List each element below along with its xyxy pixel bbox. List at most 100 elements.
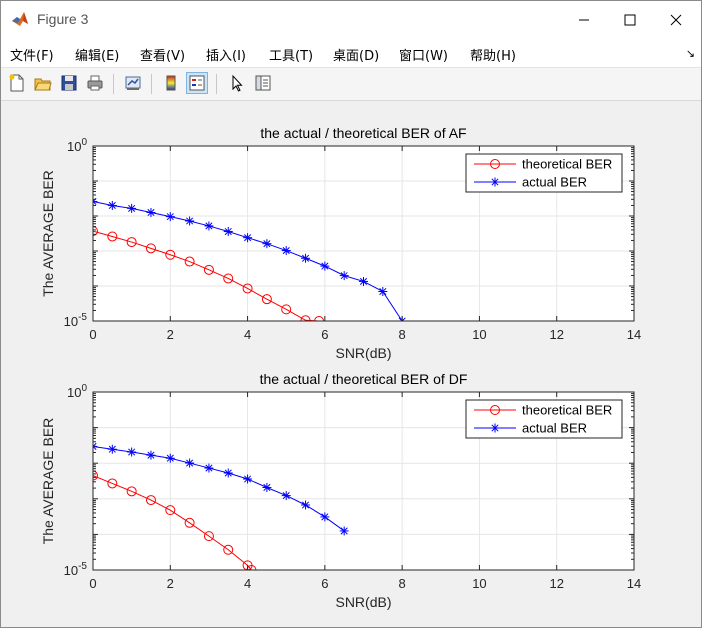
menu-help[interactable]: 帮助(H) [470, 49, 516, 64]
data-point [127, 203, 137, 213]
x-tick-label: 8 [399, 327, 406, 342]
data-point [145, 243, 156, 254]
data-point [185, 216, 195, 226]
new-figure-button[interactable] [6, 72, 28, 94]
x-tick-label: 6 [321, 327, 328, 342]
insert-colorbar-icon [166, 75, 176, 91]
data-point [242, 283, 253, 294]
x-tick-label: 14 [627, 576, 641, 591]
minimize-button[interactable] [561, 1, 607, 39]
property-inspector-button[interactable] [252, 72, 274, 94]
data-point [203, 264, 214, 275]
open-file-icon [34, 78, 52, 91]
save-button[interactable] [58, 72, 80, 94]
x-tick-label: 4 [244, 327, 251, 342]
legend[interactable]: theoretical BER actual BER [465, 399, 623, 439]
legend-entry: theoretical BER [474, 403, 612, 418]
data-point [184, 517, 195, 528]
legend-marker [490, 177, 500, 187]
figure-toolbar [1, 68, 701, 101]
data-point [203, 531, 214, 542]
x-tick-label: 0 [89, 327, 96, 342]
data-point [126, 237, 137, 248]
series-theoretical [93, 226, 325, 321]
data-point [107, 231, 118, 242]
dock-figure-icon[interactable]: ↘ [685, 47, 695, 60]
property-inspector-icon [255, 75, 271, 91]
legend-marker [490, 159, 500, 169]
x-axis-label: SNR(dB) [335, 345, 391, 361]
minimize-icon [579, 19, 589, 21]
data-point [204, 463, 214, 473]
menu-desktop[interactable]: 桌面(D) [333, 49, 380, 64]
data-point [93, 470, 98, 481]
new-figure-icon [9, 74, 24, 92]
close-button[interactable] [653, 1, 699, 39]
edit-plot-button[interactable] [226, 72, 248, 94]
save-icon [61, 75, 77, 91]
legend-label: actual BER [522, 421, 587, 436]
print-button[interactable] [84, 72, 106, 94]
data-point [300, 315, 311, 321]
menu-insert[interactable]: 插入(I) [206, 49, 246, 64]
x-tick-label: 10 [472, 327, 486, 342]
x-tick-label: 0 [89, 576, 96, 591]
x-tick-label: 6 [321, 576, 328, 591]
edit-plot-arrow-icon [232, 74, 243, 92]
menu-file[interactable]: 文件(F) [10, 49, 54, 64]
axes-frame [92, 391, 635, 571]
data-point [107, 478, 118, 489]
data-point [145, 495, 156, 506]
toolbar-separator [113, 74, 114, 94]
close-icon [670, 14, 682, 26]
menu-bar: 文件(F) 编辑(E) 查看(V) 插入(I) 工具(T) 桌面(D) 窗口(W… [1, 39, 701, 68]
legend-marker [490, 423, 500, 433]
toolbar-separator [151, 74, 152, 94]
print-icon [87, 75, 103, 91]
x-axis-label: SNR(dB) [335, 594, 391, 610]
axes-1[interactable]: 0 2 4 6 8 10 12 14 100 10-5 the actual / theoretic… [40, 125, 641, 361]
data-point [261, 294, 272, 305]
data-point [204, 221, 214, 231]
data-point [127, 447, 137, 457]
menu-view[interactable]: 查看(V) [140, 49, 186, 64]
link-plot-icon [125, 76, 141, 90]
data-point [281, 304, 292, 315]
legend-label: theoretical BER [522, 157, 612, 172]
x-tick-label: 14 [627, 327, 641, 342]
menu-window[interactable]: 窗口(W) [399, 49, 448, 64]
insert-colorbar-button[interactable] [160, 72, 182, 94]
data-point [223, 273, 234, 284]
menu-tools[interactable]: 工具(T) [269, 49, 314, 64]
legend-entry: actual BER [474, 175, 587, 190]
data-point [262, 482, 272, 492]
x-tick-label: 4 [244, 576, 251, 591]
data-point [243, 474, 253, 484]
data-point [184, 256, 195, 267]
maximize-button[interactable] [607, 1, 653, 39]
chart-title: the actual / theoretical BER of DF [260, 371, 468, 387]
legend[interactable]: theoretical BER actual BER [465, 153, 623, 193]
x-tick-label: 10 [472, 576, 486, 591]
data-point [146, 450, 156, 460]
y-tick-label: 100 [67, 383, 87, 400]
link-plot-button[interactable] [122, 72, 144, 94]
x-tick-label: 12 [549, 327, 563, 342]
data-point [281, 491, 291, 501]
menu-edit[interactable]: 编辑(E) [75, 49, 120, 64]
axes-2[interactable]: 0 2 4 6 8 10 12 14 100 10-5 the actual / theoretic… [40, 371, 641, 610]
axes-frame [92, 145, 635, 322]
series-actual [93, 441, 349, 536]
chart-title: the actual / theoretical BER of AF [260, 125, 466, 141]
open-file-button[interactable] [32, 72, 54, 94]
series-actual [93, 196, 407, 321]
data-point [246, 565, 257, 570]
insert-legend-button[interactable] [186, 72, 208, 94]
data-point [243, 233, 253, 243]
data-point [314, 316, 325, 321]
data-point [165, 505, 176, 516]
data-point [165, 212, 175, 222]
maximize-icon [624, 14, 636, 26]
data-point [281, 246, 291, 256]
